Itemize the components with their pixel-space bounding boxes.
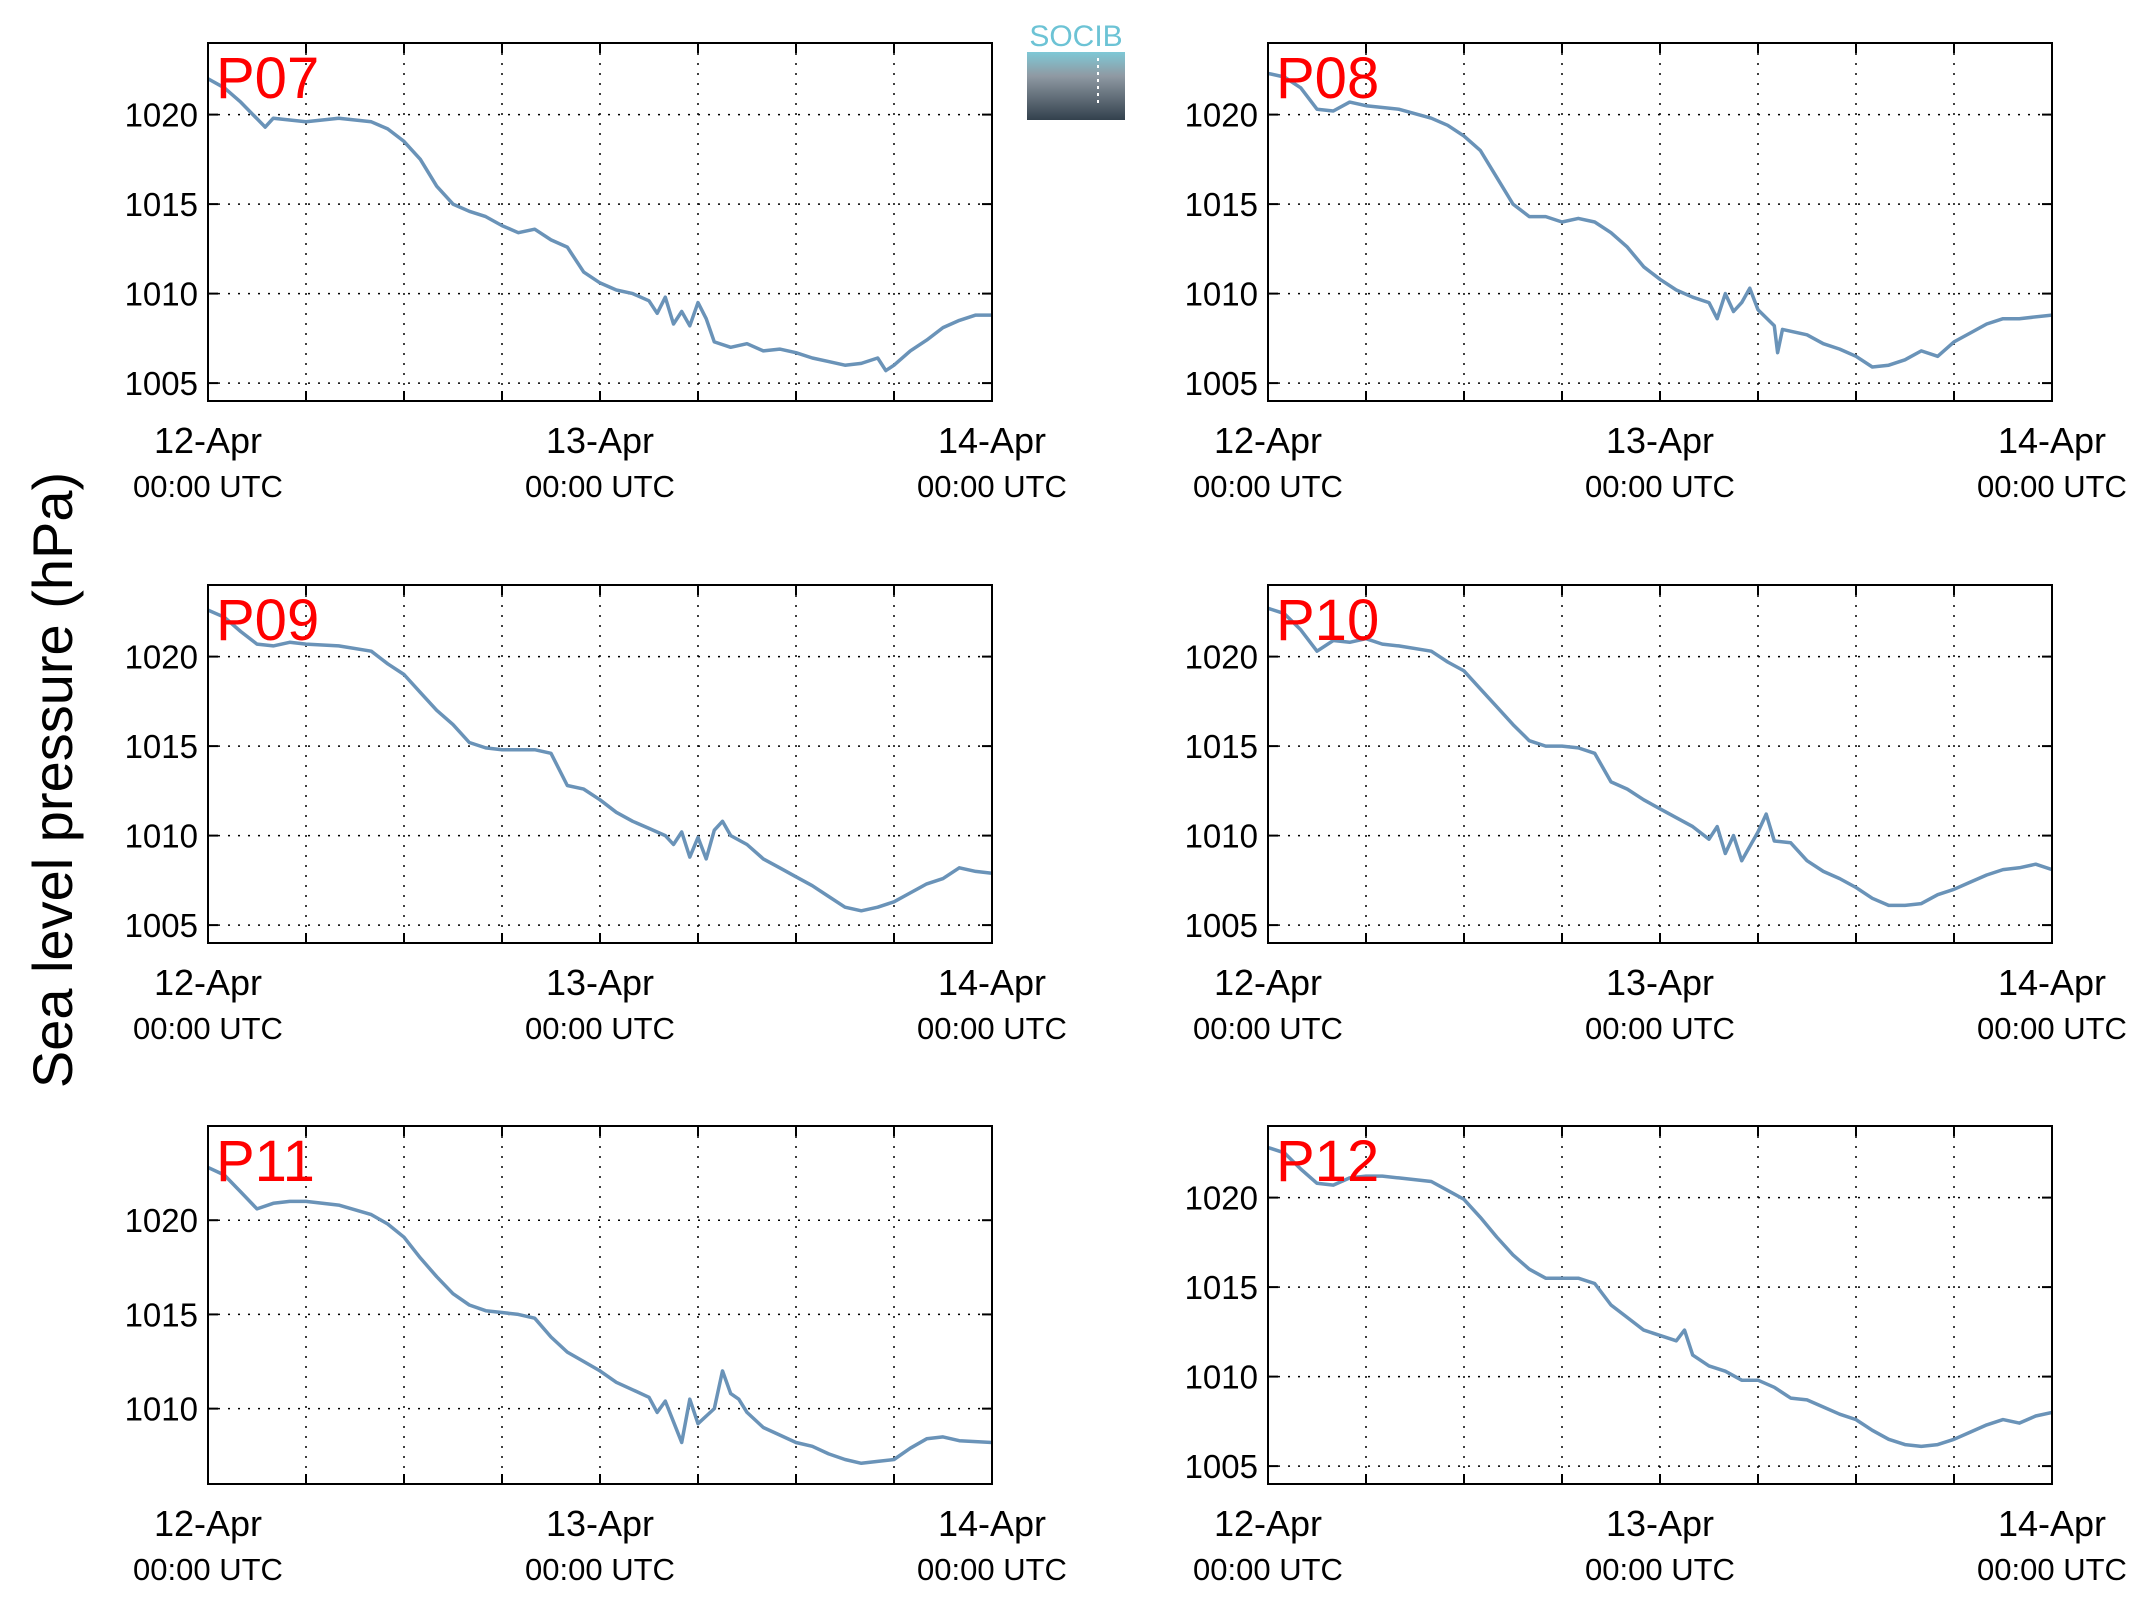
- x-tick-time-label: 00:00 UTC: [1193, 1552, 1343, 1587]
- x-tick-date-label: 12-Apr: [1214, 420, 1322, 461]
- plot-area: [1268, 43, 2052, 401]
- panel-p11: 1010 1015 1020 12-Apr 00:00 UTC 13-Apr 00:00 U…: [125, 1125, 1067, 1587]
- x-tick-date-label: 14-Apr: [1998, 420, 2106, 461]
- x-tick-date-label: 14-Apr: [938, 420, 1046, 461]
- x-tick-time-label: 00:00 UTC: [1585, 1552, 1735, 1587]
- x-tick-time-label: 00:00 UTC: [1193, 469, 1343, 504]
- x-tick-time-label: 00:00 UTC: [133, 1552, 283, 1587]
- x-tick-time-label: 00:00 UTC: [525, 469, 675, 504]
- axes-frame: [1267, 42, 2053, 402]
- y-tick-label: 1015: [1185, 728, 1258, 765]
- y-tick-label: 1020: [125, 639, 198, 676]
- plot-area: [208, 1126, 992, 1484]
- panel-label: P09: [216, 588, 319, 653]
- panel-label: P08: [1276, 46, 1379, 111]
- plot-area: [208, 585, 992, 943]
- logo-text: SOCIB: [1029, 20, 1122, 53]
- x-tick-time-label: 00:00 UTC: [1193, 1011, 1343, 1046]
- pressure-series-line: [1268, 606, 2052, 908]
- x-tick-date-label: 14-Apr: [1998, 1503, 2106, 1544]
- y-tick-label: 1015: [125, 186, 198, 223]
- y-tick-label: 1015: [1185, 186, 1258, 223]
- x-tick-date-label: 12-Apr: [154, 420, 262, 461]
- x-tick-time-label: 00:00 UTC: [1977, 1552, 2127, 1587]
- y-tick-label: 1015: [125, 1296, 198, 1333]
- axes-frame: [207, 42, 993, 402]
- y-tick-label: 1010: [1185, 1359, 1258, 1396]
- panel-label: P10: [1276, 588, 1379, 653]
- panel-label: P07: [216, 46, 319, 111]
- y-tick-label: 1010: [125, 1391, 198, 1428]
- y-tick-label: 1005: [1185, 1448, 1258, 1485]
- panel-p08: 1005 1010 1015 1020 12-Apr 00:00 UTC 13-Apr 00:…: [1185, 42, 2127, 504]
- y-tick-label: 1020: [1185, 1180, 1258, 1217]
- x-tick-date-label: 13-Apr: [1606, 1503, 1714, 1544]
- x-tick-date-label: 12-Apr: [154, 962, 262, 1003]
- x-tick-date-label: 14-Apr: [938, 1503, 1046, 1544]
- y-tick-label: 1005: [125, 907, 198, 944]
- y-tick-label: 1015: [125, 728, 198, 765]
- x-tick-date-label: 12-Apr: [1214, 1503, 1322, 1544]
- y-tick-label: 1020: [1185, 97, 1258, 134]
- panel-p07: 1005 1010 1015 1020 12-Apr 00:00 UTC 13-Apr 00:…: [125, 42, 1067, 504]
- y-tick-label: 1005: [1185, 365, 1258, 402]
- y-tick-label: 1010: [1185, 818, 1258, 855]
- pressure-series-line: [1268, 1145, 2052, 1449]
- x-tick-time-label: 00:00 UTC: [1977, 1011, 2127, 1046]
- y-tick-label: 1020: [125, 97, 198, 134]
- x-tick-date-label: 14-Apr: [938, 962, 1046, 1003]
- x-tick-time-label: 00:00 UTC: [917, 469, 1067, 504]
- panel-p09: 1005 1010 1015 1020 12-Apr 00:00 UTC 13-Apr 00:…: [125, 584, 1067, 1046]
- x-tick-time-label: 00:00 UTC: [525, 1011, 675, 1046]
- plot-area: [1268, 585, 2052, 943]
- x-tick-date-label: 13-Apr: [546, 420, 654, 461]
- x-tick-date-label: 13-Apr: [546, 1503, 654, 1544]
- y-tick-label: 1020: [125, 1202, 198, 1239]
- x-tick-time-label: 00:00 UTC: [1585, 469, 1735, 504]
- y-tick-label: 1010: [1185, 276, 1258, 313]
- x-tick-date-label: 14-Apr: [1998, 962, 2106, 1003]
- plot-area: [208, 43, 992, 401]
- pressure-series-line: [208, 608, 992, 913]
- axes-frame: [207, 584, 993, 944]
- x-tick-date-label: 13-Apr: [546, 962, 654, 1003]
- x-tick-time-label: 00:00 UTC: [525, 1552, 675, 1587]
- logo-graphic: [1027, 52, 1125, 120]
- panel-label: P11: [216, 1129, 315, 1194]
- x-tick-date-label: 13-Apr: [1606, 962, 1714, 1003]
- x-tick-date-label: 12-Apr: [1214, 962, 1322, 1003]
- pressure-series-line: [208, 77, 992, 373]
- x-tick-time-label: 00:00 UTC: [133, 469, 283, 504]
- panels: 1005 1010 1015 1020 12-Apr 00:00 UTC 13-Apr 00:…: [125, 42, 2127, 1587]
- axes-frame: [1267, 584, 2053, 944]
- y-tick-label: 1020: [1185, 639, 1258, 676]
- y-tick-label: 1010: [125, 276, 198, 313]
- x-tick-time-label: 00:00 UTC: [917, 1552, 1067, 1587]
- socib-logo: SOCIB: [1027, 20, 1125, 120]
- axes-frame: [207, 1125, 993, 1485]
- panel-p12: 1005 1010 1015 1020 12-Apr 00:00 UTC 13-Apr 00:…: [1185, 1125, 2127, 1587]
- pressure-series-line: [1268, 71, 2052, 369]
- panel-p10: 1005 1010 1015 1020 12-Apr 00:00 UTC 13-Apr 00:…: [1185, 584, 2127, 1046]
- y-tick-label: 1005: [125, 365, 198, 402]
- x-tick-date-label: 12-Apr: [154, 1503, 262, 1544]
- plot-area: [1268, 1126, 2052, 1484]
- x-tick-time-label: 00:00 UTC: [1977, 469, 2127, 504]
- y-tick-label: 1010: [125, 818, 198, 855]
- axes-frame: [1267, 1125, 2053, 1485]
- x-tick-time-label: 00:00 UTC: [917, 1011, 1067, 1046]
- pressure-series-line: [208, 1165, 992, 1466]
- y-axis-label: Sea level pressure (hPa): [21, 472, 84, 1088]
- panel-label: P12: [1276, 1129, 1379, 1194]
- x-tick-date-label: 13-Apr: [1606, 420, 1714, 461]
- x-tick-time-label: 00:00 UTC: [1585, 1011, 1735, 1046]
- y-tick-label: 1015: [1185, 1269, 1258, 1306]
- y-tick-label: 1005: [1185, 907, 1258, 944]
- x-tick-time-label: 00:00 UTC: [133, 1011, 283, 1046]
